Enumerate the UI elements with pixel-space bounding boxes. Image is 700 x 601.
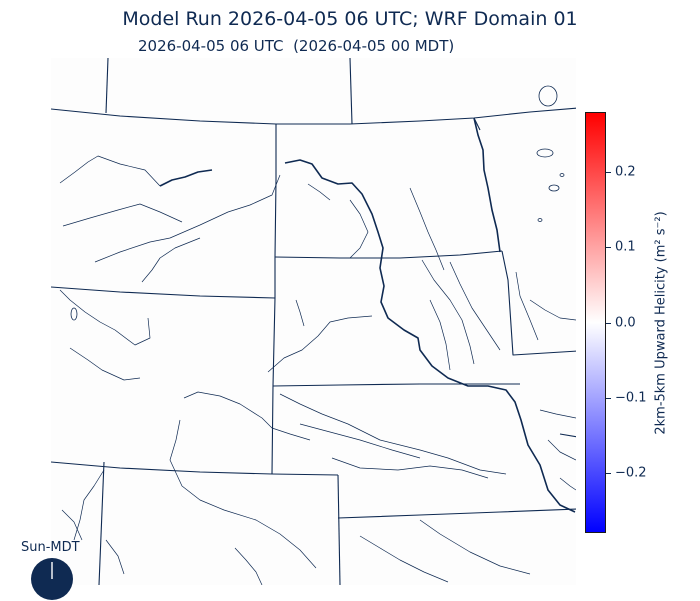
missouri-river bbox=[284, 159, 576, 513]
sun-dial-icon bbox=[31, 558, 73, 600]
border-ks-ok bbox=[337, 508, 576, 519]
border-wy-ut bbox=[98, 461, 105, 585]
colorbar-tick-mark bbox=[606, 472, 611, 474]
colorbar-tick-label: 0.1 bbox=[615, 239, 636, 255]
colorbar-tick-mark bbox=[606, 322, 611, 324]
border-north-1 bbox=[349, 58, 353, 125]
border-nd-sd bbox=[271, 124, 277, 475]
border-mt-wy-sd bbox=[51, 286, 276, 299]
border-sd-ne bbox=[274, 250, 503, 259]
red-river bbox=[473, 117, 501, 253]
colorbar-tick-mark bbox=[606, 247, 611, 249]
border-wy-co bbox=[51, 461, 339, 476]
missouri-upper bbox=[159, 169, 213, 187]
lakes bbox=[70, 85, 565, 321]
colorbar-label: 2km-5km Upward Helicity (m² s⁻²) bbox=[653, 211, 669, 435]
colorbar-tick-label: −0.2 bbox=[615, 465, 647, 481]
major-rivers bbox=[159, 117, 576, 513]
map-background bbox=[51, 58, 576, 585]
map-plot bbox=[51, 58, 576, 585]
colorbar-tick-label: −0.1 bbox=[615, 390, 647, 406]
border-id-mt bbox=[105, 58, 109, 114]
state-borders bbox=[51, 58, 576, 585]
border-ks-co bbox=[337, 474, 341, 585]
colorbar bbox=[585, 112, 606, 533]
border-ia bbox=[501, 250, 576, 356]
page-title: Model Run 2026-04-05 06 UTC; WRF Domain … bbox=[122, 8, 578, 30]
minor-rivers bbox=[59, 155, 576, 585]
colorbar-tick-mark bbox=[606, 397, 611, 399]
border-ne-ks bbox=[272, 383, 520, 387]
colorbar-tick-label: 0.0 bbox=[615, 315, 636, 330]
border-canada-us bbox=[51, 107, 576, 125]
colorbar-tick-label: 0.2 bbox=[615, 164, 636, 180]
page-subtitle: 2026-04-05 06 UTC (2026-04-05 00 MDT) bbox=[138, 37, 455, 55]
colorbar-tick-mark bbox=[606, 172, 611, 174]
border-mo bbox=[559, 433, 576, 438]
sun-dial-label: Sun-MDT bbox=[21, 540, 80, 555]
